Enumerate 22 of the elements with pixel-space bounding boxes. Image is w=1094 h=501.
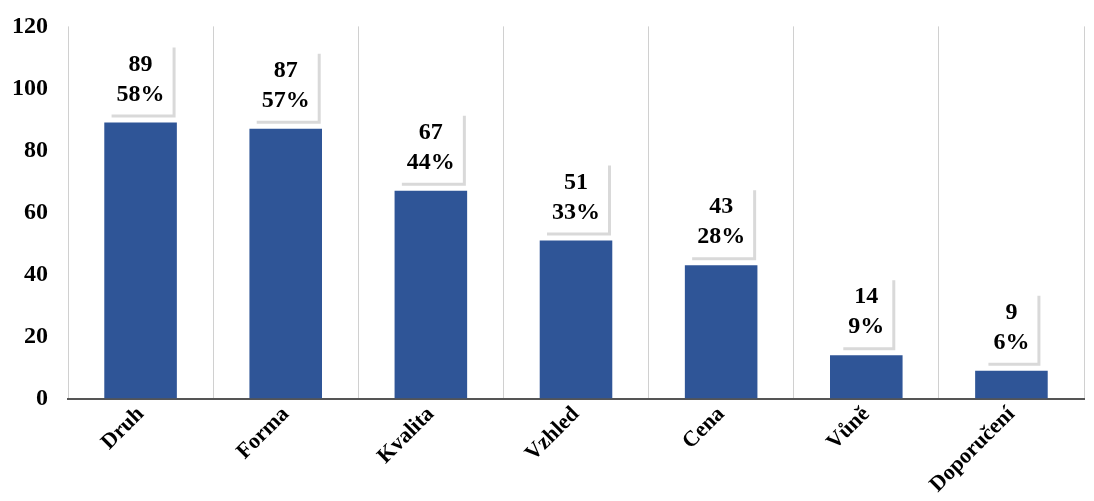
y-tick-label: 60 (24, 197, 48, 224)
bar (830, 355, 903, 399)
x-tick-label: Cena (676, 400, 729, 454)
data-label: 89 58% (116, 49, 165, 106)
bar (684, 265, 758, 399)
bar (394, 190, 468, 399)
bar (104, 122, 177, 399)
data-label: 14 9% (848, 282, 885, 339)
y-tick-label: 120 (12, 11, 48, 38)
data-label: 43 28% (697, 192, 746, 249)
y-tick-label: 80 (24, 135, 48, 162)
y-tick-label: 40 (24, 259, 48, 286)
data-label: 9 6% (993, 297, 1030, 354)
bar (539, 240, 613, 399)
bar (249, 128, 322, 399)
y-tick-label: 0 (36, 383, 48, 410)
data-label: 51 33% (552, 167, 600, 224)
data-label: 87 57% (261, 55, 310, 112)
y-tick-label: 20 (24, 321, 48, 348)
data-label: 67 44% (406, 117, 455, 174)
bar (975, 370, 1048, 399)
y-tick-label: 100 (12, 73, 48, 100)
